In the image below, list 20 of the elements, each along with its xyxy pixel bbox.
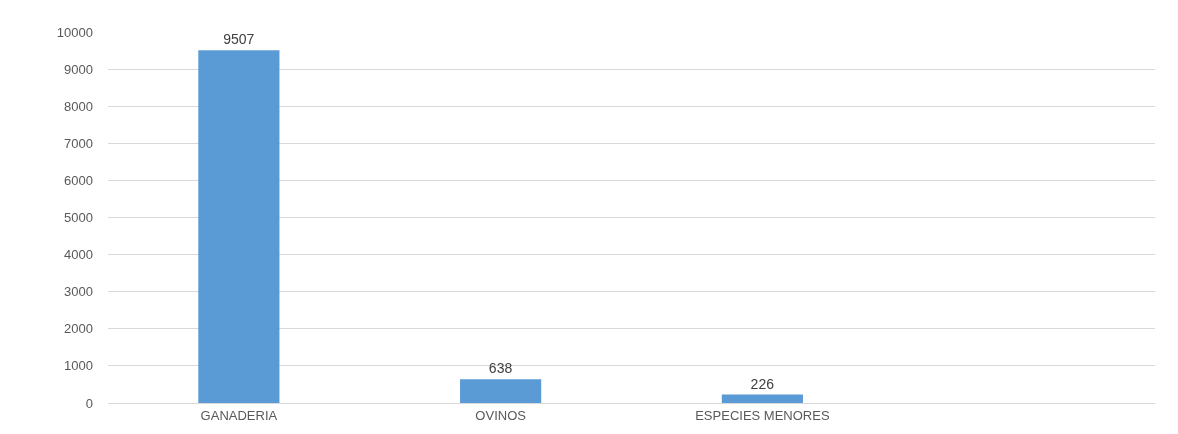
y-tick-label: 1000	[64, 358, 93, 374]
y-tick-label: 8000	[64, 98, 93, 114]
bar	[198, 50, 280, 403]
y-tick-label: 2000	[64, 321, 93, 337]
data-label: 9507	[223, 31, 255, 48]
y-tick-label: 7000	[64, 135, 93, 151]
y-tick-label: 9000	[64, 61, 93, 77]
data-label: 638	[488, 360, 513, 377]
bar	[721, 394, 803, 403]
y-tick-label: 0	[85, 395, 93, 411]
data-label: 226	[750, 375, 775, 392]
y-tick-label: 10000	[56, 24, 93, 40]
y-tick-label: 3000	[64, 284, 93, 300]
y-tick-label: 4000	[64, 247, 93, 263]
y-tick-label: 5000	[64, 210, 93, 226]
x-tick-label: ESPECIES MENORES	[695, 407, 830, 423]
x-tick-label: OVINOS	[475, 407, 527, 423]
y-tick-label: 6000	[64, 172, 93, 188]
x-tick-label: GANADERIA	[200, 407, 278, 423]
bar	[460, 379, 542, 403]
